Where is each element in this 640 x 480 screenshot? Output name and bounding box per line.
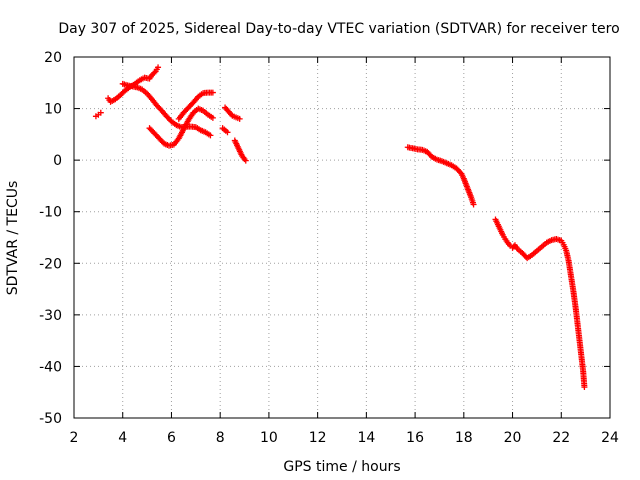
- series-j: [492, 216, 588, 391]
- x-tick-label: 22: [552, 430, 570, 446]
- series-b: [105, 64, 162, 105]
- x-tick-label: 16: [406, 430, 424, 446]
- data-point: [470, 201, 477, 208]
- x-axis-label: GPS time / hours: [283, 459, 400, 475]
- series-g: [219, 125, 231, 136]
- data-point: [209, 114, 216, 121]
- y-tick-label: -20: [39, 256, 62, 272]
- series-i: [404, 144, 477, 208]
- series-f: [222, 104, 243, 122]
- y-tick-label: 0: [53, 153, 62, 169]
- series-c: [119, 80, 214, 139]
- y-tick-label: -40: [39, 359, 62, 375]
- series-a: [92, 109, 104, 120]
- x-tick-label: 2: [70, 430, 79, 446]
- series-d: [146, 105, 216, 149]
- x-tick-label: 4: [118, 430, 127, 446]
- data-point: [224, 129, 231, 136]
- data-point: [457, 169, 464, 176]
- data-point: [209, 89, 216, 96]
- x-tick-label: 12: [309, 430, 327, 446]
- data-point: [236, 115, 243, 122]
- plot-frame: [73, 56, 611, 419]
- y-tick-label: -10: [39, 205, 62, 221]
- y-tick-labels: -50 -40 -30 -20 -10 0 10 20: [39, 50, 62, 427]
- chart-title: Day 307 of 2025, Sidereal Day-to-day VTE…: [58, 21, 619, 37]
- data-point: [207, 132, 214, 139]
- x-tick-label: 8: [216, 430, 225, 446]
- data-point: [155, 64, 162, 71]
- data-point: [97, 109, 104, 116]
- x-tick-label: 6: [167, 430, 176, 446]
- y-tick-label: -30: [39, 308, 62, 324]
- grid: [74, 57, 610, 418]
- y-axis-label: SDTVAR / TECUs: [5, 181, 21, 296]
- y-tick-label: -50: [39, 411, 62, 427]
- x-tick-label: 20: [504, 430, 522, 446]
- y-tick-label: 20: [44, 50, 62, 66]
- x-tick-label: 18: [455, 430, 473, 446]
- x-tick-labels: 2 4 6 8 10 12 14 16 18 20 22 24: [70, 430, 619, 446]
- data-points: [92, 64, 588, 391]
- data-point: [581, 384, 588, 391]
- series-e: [175, 89, 216, 122]
- x-tick-label: 10: [260, 430, 278, 446]
- series-h: [231, 137, 249, 164]
- x-tick-label: 14: [357, 430, 375, 446]
- y-tick-label: 10: [44, 102, 62, 118]
- data-point: [242, 157, 249, 164]
- data-point: [151, 69, 158, 76]
- x-tick-label: 24: [601, 430, 619, 446]
- axis-ticks: [73, 56, 611, 419]
